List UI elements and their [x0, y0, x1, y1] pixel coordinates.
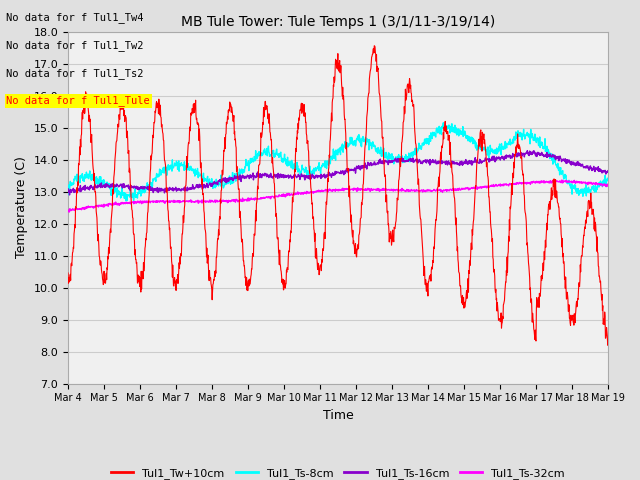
Text: No data for f Tul1_Ts2: No data for f Tul1_Ts2 [6, 68, 144, 79]
Y-axis label: Temperature (C): Temperature (C) [15, 156, 28, 258]
Legend: Tul1_Tw+10cm, Tul1_Ts-8cm, Tul1_Ts-16cm, Tul1_Ts-32cm: Tul1_Tw+10cm, Tul1_Ts-8cm, Tul1_Ts-16cm,… [107, 464, 570, 480]
Text: No data for f Tul1_Tule: No data for f Tul1_Tule [6, 96, 150, 107]
Title: MB Tule Tower: Tule Temps 1 (3/1/11-3/19/14): MB Tule Tower: Tule Temps 1 (3/1/11-3/19… [181, 15, 495, 29]
Text: No data for f Tul1_Tw2: No data for f Tul1_Tw2 [6, 40, 144, 51]
Text: No data for f Tul1_Tw4: No data for f Tul1_Tw4 [6, 12, 144, 23]
X-axis label: Time: Time [323, 409, 353, 422]
